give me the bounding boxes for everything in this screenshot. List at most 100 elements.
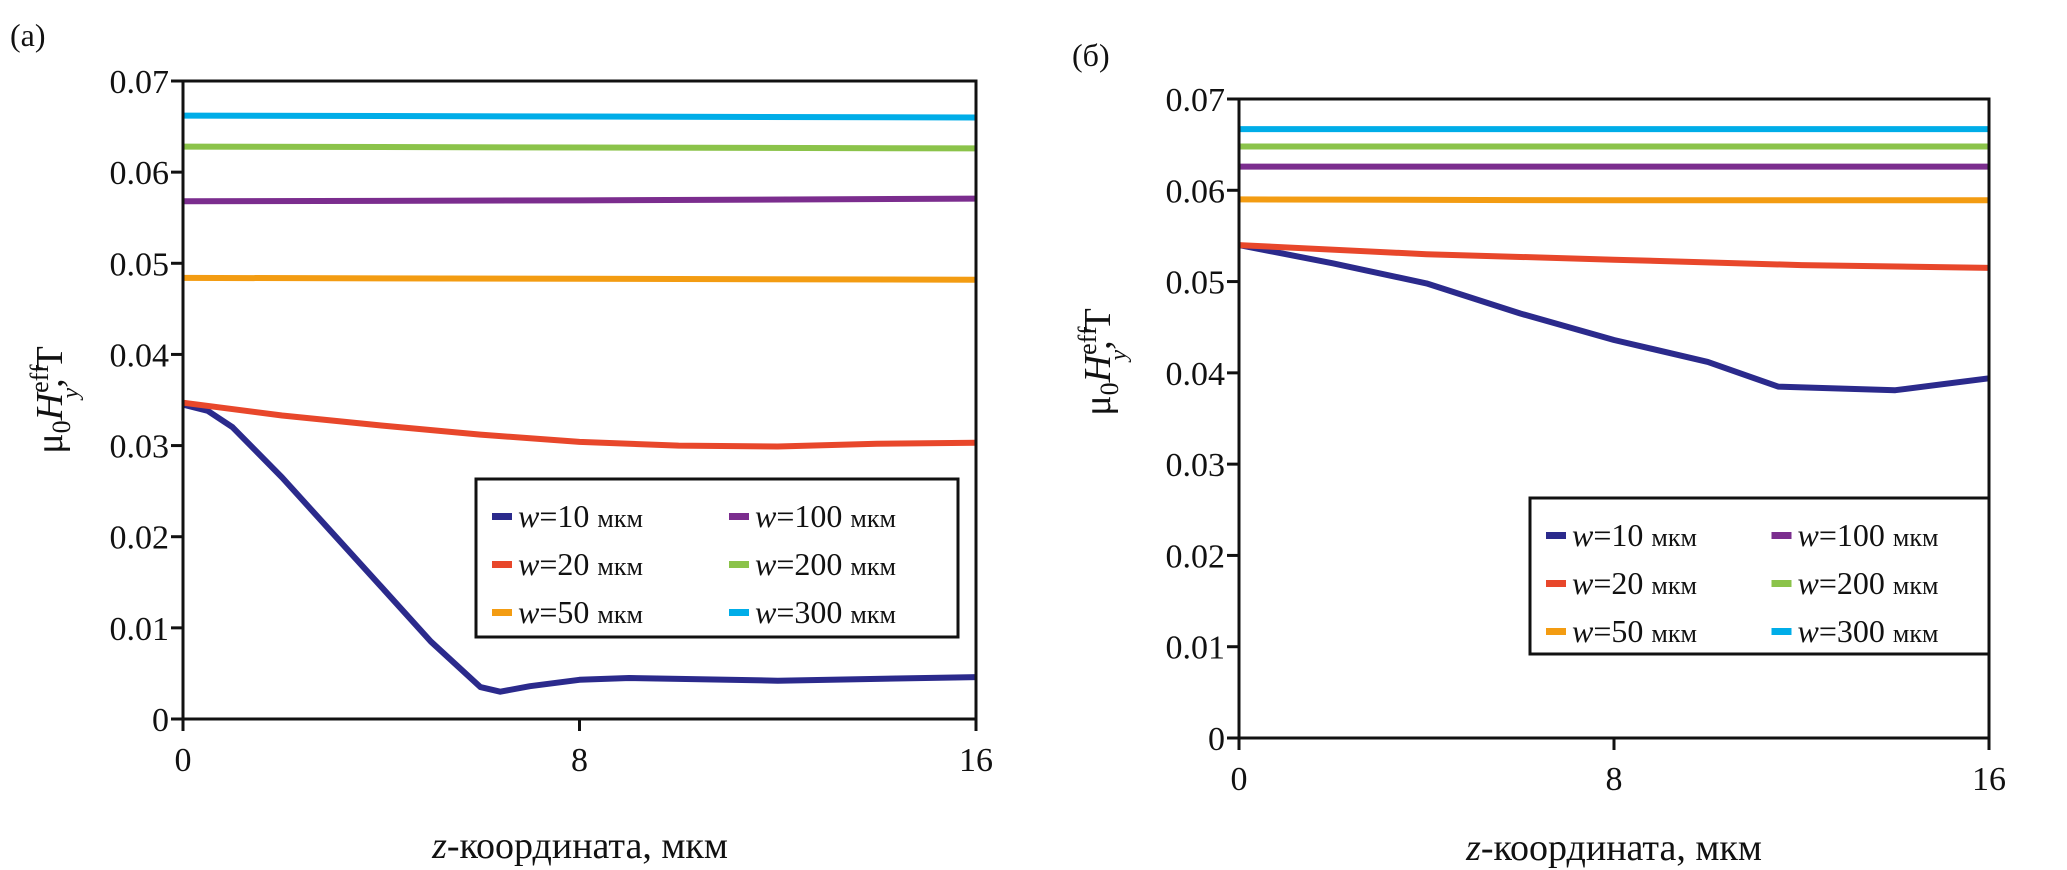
series-line-w300 <box>182 112 977 121</box>
legend-unit: мкм <box>850 552 896 581</box>
y-ticks: 0 0.01 0.02 0.03 0.04 0.05 0.06 0.07 <box>1166 82 1239 758</box>
series-line-w20 <box>1238 242 1990 271</box>
legend-item-w10: w=10 мкм <box>492 498 643 534</box>
x-label-rest: -координата, мкм <box>447 825 728 867</box>
y-tick-label: 0.04 <box>1166 356 1226 393</box>
y-tick-label: 0.01 <box>1166 630 1226 667</box>
plot-frame <box>1237 97 1991 740</box>
y-label-h: H <box>29 390 71 421</box>
legend-label: w=50 мкм <box>1572 613 1697 649</box>
y-ticks: 0 0.01 0.02 0.03 0.04 0.05 0.06 0.07 <box>110 64 183 739</box>
legend-swatch <box>492 513 512 520</box>
y-label-sub0: 0 <box>47 420 76 433</box>
legend-var: w <box>518 546 540 582</box>
legend-swatch <box>1546 532 1566 539</box>
legend-var: w <box>755 594 777 630</box>
legend-item-w20: w=20 мкм <box>1546 565 1697 601</box>
y-tick-label: 0.03 <box>1166 447 1226 484</box>
x-tick-label: 16 <box>1972 761 2006 798</box>
x-tick-label: 0 <box>175 742 192 779</box>
legend-item-w200: w=200 мкм <box>729 546 896 582</box>
y-axis-label: μ0Heffy, T <box>1073 308 1132 415</box>
x-axis-label: z-координата, мкм <box>1465 827 1762 869</box>
y-label-sup: eff <box>25 364 54 393</box>
legend-item-w20: w=20 мкм <box>492 546 643 582</box>
legend-label: w=10 мкм <box>1572 517 1697 553</box>
x-tick-label: 8 <box>571 742 588 779</box>
legend-box <box>474 477 960 639</box>
legend-unit: мкм <box>597 552 643 581</box>
legend-unit: мкм <box>597 600 643 629</box>
legend-box <box>1528 496 1991 656</box>
legend-value: =300 <box>1819 613 1893 649</box>
legend-label: w=300 мкм <box>755 594 896 630</box>
panel-label-b: (б) <box>1072 37 1110 73</box>
y-label-sub0: 0 <box>1095 382 1124 395</box>
legend-value: =300 <box>776 594 850 630</box>
legend-value: =200 <box>1819 565 1893 601</box>
y-label-h: H <box>1077 352 1119 383</box>
series-line-w100 <box>182 195 977 205</box>
x-tick-label: 0 <box>1231 761 1248 798</box>
legend-item-w200: w=200 мкм <box>1771 565 1939 601</box>
x-tick-label: 8 <box>1606 761 1623 798</box>
y-label-mu: μ <box>29 433 71 453</box>
legend-item-w10: w=10 мкм <box>1546 517 1697 553</box>
panel-a: (a) 0 0.01 0.02 0.03 0.04 0.05 0.06 0.07 0 8 16 μ… <box>10 17 993 867</box>
y-tick-label: 0 <box>1208 721 1225 758</box>
legend-swatch <box>729 513 749 520</box>
y-tick-label: 0.05 <box>1166 265 1226 302</box>
series-line-w50 <box>1238 196 1989 204</box>
legend-value: =20 <box>1593 565 1651 601</box>
legend-var: w <box>518 594 540 630</box>
legend-value: =50 <box>539 594 597 630</box>
y-tick-label: 0.07 <box>110 64 170 101</box>
legend-var: w <box>1572 565 1594 601</box>
legend-label: w=20 мкм <box>518 546 643 582</box>
y-label-mu: μ <box>1077 395 1119 415</box>
y-tick-label: 0.02 <box>110 520 170 557</box>
series-line-w20 <box>182 399 977 450</box>
legend-item-w300: w=300 мкм <box>729 594 896 630</box>
series-group <box>1238 126 1990 394</box>
legend-value: =50 <box>1593 613 1651 649</box>
legend-label: w=300 мкм <box>1798 613 1939 649</box>
series-line-w200 <box>182 143 977 152</box>
x-label-rest: -координата, мкм <box>1481 827 1762 869</box>
y-tick-label: 0.03 <box>110 429 170 466</box>
legend-swatch <box>1546 580 1566 587</box>
legend-var: w <box>1798 613 1820 649</box>
y-tick-label: 0.01 <box>110 611 170 648</box>
legend-label: w=100 мкм <box>755 498 896 534</box>
series-line-w50 <box>182 274 977 283</box>
legend-swatch <box>1771 532 1792 539</box>
x-ticks: 0 8 16 <box>175 719 993 779</box>
legend-unit: мкм <box>850 504 896 533</box>
legend-var: w <box>1798 565 1820 601</box>
legend-label: w=20 мкм <box>1572 565 1697 601</box>
legend-swatch <box>1771 628 1792 635</box>
x-ticks: 0 8 16 <box>1231 738 2006 798</box>
legend-var: w <box>1572 517 1594 553</box>
y-tick-label: 0.07 <box>1166 82 1226 119</box>
legend-label: w=100 мкм <box>1798 517 1939 553</box>
legend-value: =100 <box>776 498 850 534</box>
legend-var: w <box>518 498 540 534</box>
series-line-w10 <box>1238 242 1990 394</box>
legend-unit: мкм <box>1893 571 1939 600</box>
legend-label: w=200 мкм <box>1798 565 1939 601</box>
x-tick-label: 16 <box>959 742 993 779</box>
legend-unit: мкм <box>850 600 896 629</box>
legend-item-w300: w=300 мкм <box>1771 613 1939 649</box>
x-label-var: z <box>431 825 447 867</box>
legend-swatch <box>492 609 512 616</box>
legend-var: w <box>755 498 777 534</box>
legend-unit: мкм <box>1651 619 1697 648</box>
y-label-sub: y <box>1106 349 1132 362</box>
legend-value: =10 <box>1593 517 1651 553</box>
panel-b: (б) 0 0.01 0.02 0.03 0.04 0.05 0.06 0.07 0 8 16 μ… <box>1072 37 2006 869</box>
series-line-w10 <box>182 401 977 695</box>
legend-value: =20 <box>539 546 597 582</box>
